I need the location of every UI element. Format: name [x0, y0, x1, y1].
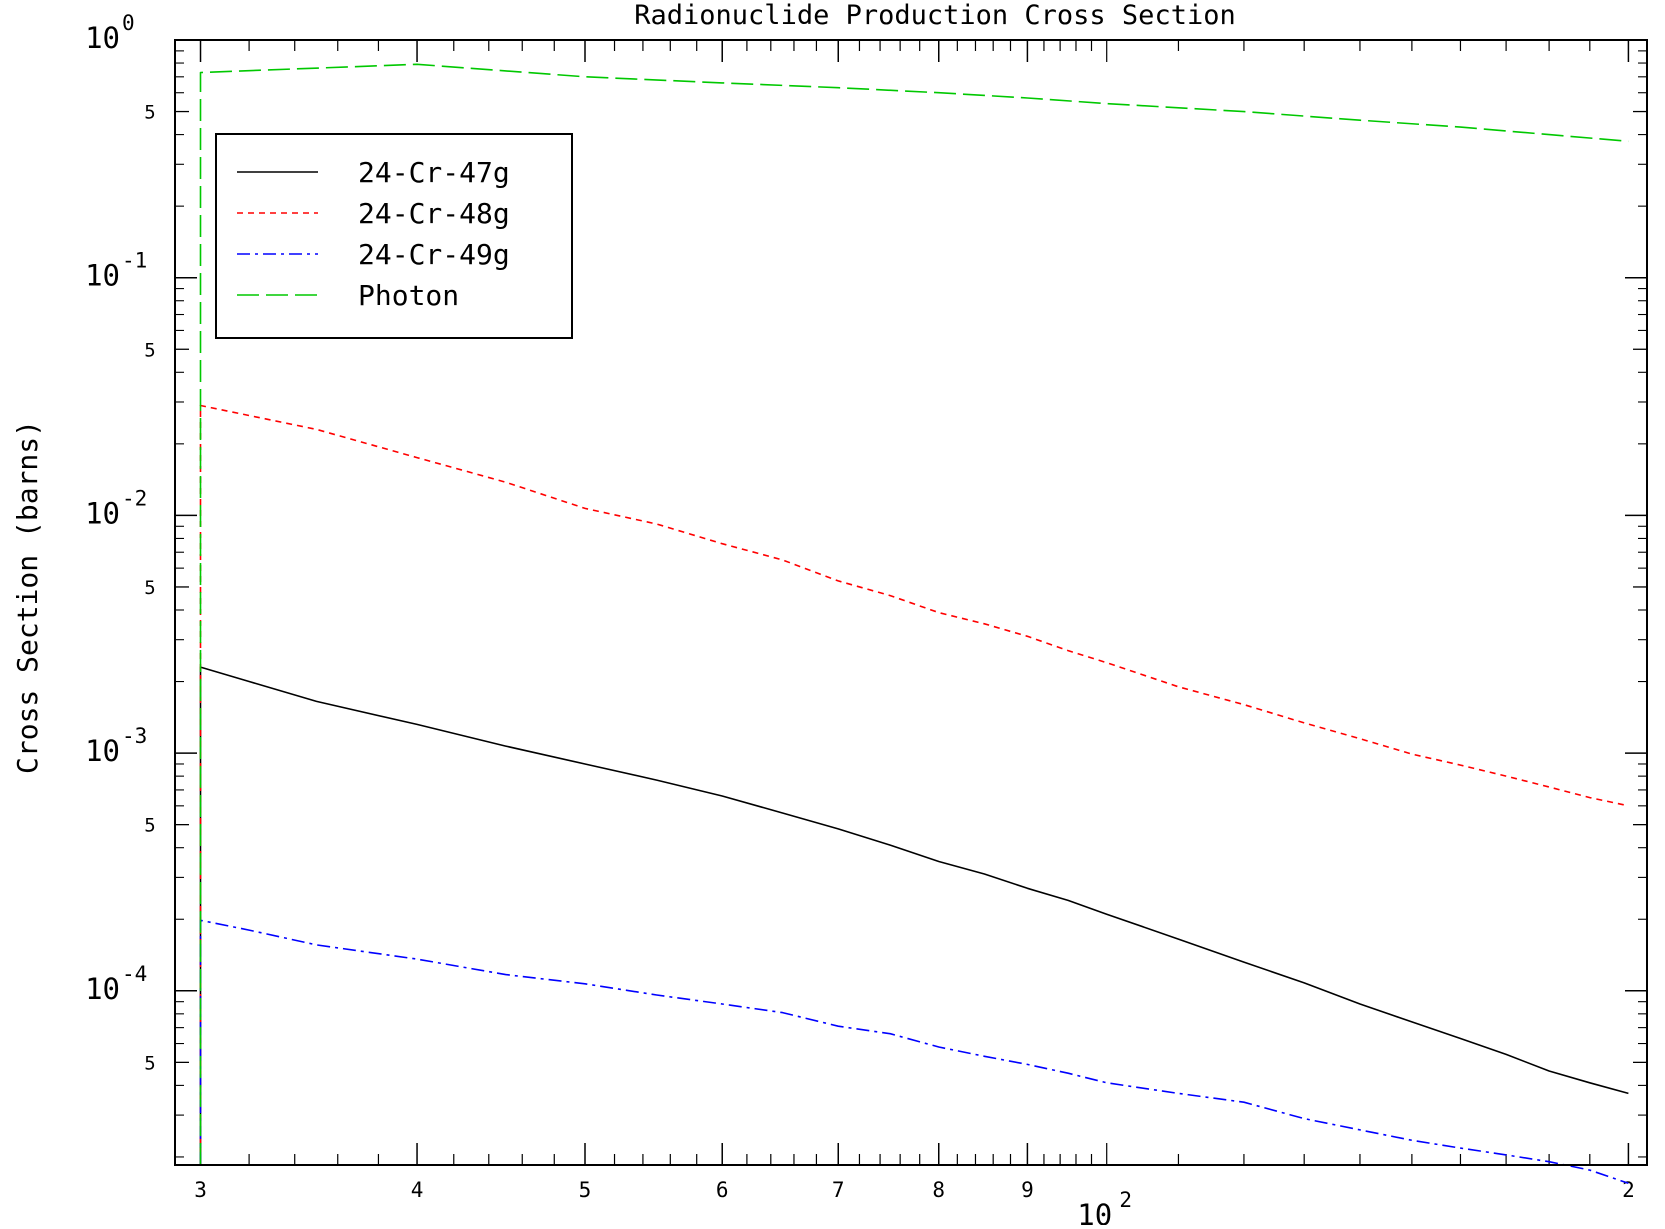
- y-mid-tick-label: 5: [144, 815, 155, 837]
- y-tick-label-base: 10: [85, 734, 120, 768]
- y-tick-label-exp: -2: [122, 486, 147, 510]
- y-tick-label-base: 10: [85, 259, 120, 293]
- y-mid-tick-label: 5: [144, 102, 155, 124]
- y-tick-label-exp: 0: [122, 11, 135, 35]
- x-tick-label: 5: [579, 1178, 592, 1202]
- y-mid-tick-label: 5: [144, 577, 155, 599]
- x-tick-label: 7: [832, 1178, 845, 1202]
- x-tick-label: 6: [716, 1178, 729, 1202]
- y-tick-label-exp: -3: [122, 724, 147, 748]
- y-axis-title: Cross Section (barns): [11, 420, 44, 774]
- series-line-24-cr-49g: [199, 919, 1629, 1185]
- plot-frame: [174, 39, 1648, 1166]
- y-tick-label-exp: -1: [122, 249, 147, 273]
- legend-items: 24-Cr-47g 24-Cr-48g 24-Cr-49g Photon: [237, 156, 510, 312]
- x-tick-label: 9: [1021, 1178, 1034, 1202]
- series-line-photon: [199, 63, 1629, 1165]
- legend-label: 24-Cr-48g: [358, 197, 510, 230]
- x-decade-label-base: 10: [1077, 1198, 1112, 1225]
- legend-box: [215, 133, 573, 339]
- series-line-24-cr-48g: [199, 404, 1629, 1165]
- y-mid-tick-label: 5: [144, 339, 155, 361]
- series-line-24-cr-47g: [199, 666, 1629, 1165]
- legend: 24-Cr-47g 24-Cr-48g 24-Cr-49g Photon: [215, 133, 573, 339]
- series-lines: [199, 63, 1629, 1185]
- x-tick-label: 8: [932, 1178, 945, 1202]
- y-mid-tick-label: 5: [144, 1052, 155, 1074]
- legend-label: Photon: [358, 279, 459, 312]
- x-decade-label-exp: 2: [1119, 1188, 1132, 1212]
- y-tick-label-base: 10: [85, 21, 120, 55]
- y-tick-label-base: 10: [85, 972, 120, 1006]
- x-tick-label: 4: [411, 1178, 424, 1202]
- legend-label: 24-Cr-47g: [358, 156, 510, 189]
- legend-label: 24-Cr-49g: [358, 238, 510, 271]
- y-tick-label-base: 10: [85, 496, 120, 530]
- x-tick-label: 2: [1622, 1178, 1635, 1202]
- x-tick-label: 3: [194, 1178, 207, 1202]
- chart-title: Radionuclide Production Cross Section: [634, 0, 1235, 31]
- y-tick-label-exp: -4: [122, 962, 147, 986]
